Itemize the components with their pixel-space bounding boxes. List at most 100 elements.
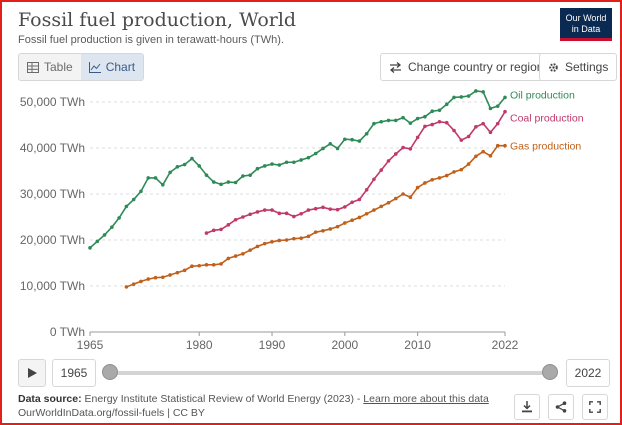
- data-point: [343, 205, 347, 209]
- data-point: [110, 225, 114, 229]
- chart-subtitle: Fossil fuel production is given in teraw…: [18, 34, 284, 46]
- play-button[interactable]: [18, 359, 46, 387]
- data-point: [437, 176, 442, 180]
- data-point: [313, 230, 318, 234]
- change-region-button[interactable]: Change country or region: [380, 53, 553, 81]
- data-point: [437, 119, 442, 124]
- data-point: [430, 177, 434, 182]
- data-point: [393, 152, 398, 156]
- y-tick-label: 10,000 TWh: [20, 279, 85, 293]
- x-tick-label: 1965: [77, 338, 104, 352]
- timeline-controls: 1965 2022: [18, 358, 610, 388]
- source-label: Data source:: [18, 393, 82, 405]
- share-icon: [555, 401, 567, 413]
- data-point: [350, 218, 354, 223]
- data-point: [262, 164, 267, 168]
- data-point: [175, 270, 180, 275]
- data-point: [488, 106, 493, 111]
- data-point: [503, 143, 507, 148]
- data-point: [364, 211, 369, 216]
- data-point: [292, 160, 296, 165]
- download-icon: [522, 401, 532, 413]
- data-point: [430, 109, 434, 113]
- data-point: [393, 118, 398, 123]
- data-point: [197, 164, 202, 168]
- data-point: [306, 234, 311, 239]
- learn-more-link[interactable]: Learn more about this data: [363, 393, 489, 405]
- data-point: [343, 137, 347, 142]
- y-tick-label: 40,000 TWh: [20, 141, 85, 155]
- table-icon: [27, 61, 39, 73]
- settings-label: Settings: [565, 60, 609, 74]
- data-point: [168, 170, 172, 175]
- data-point: [350, 137, 354, 142]
- tab-table[interactable]: Table: [19, 54, 81, 80]
- data-point: [444, 102, 449, 107]
- data-point: [444, 173, 449, 178]
- data-point: [153, 176, 158, 180]
- data-point: [306, 155, 311, 160]
- settings-button[interactable]: Settings: [539, 53, 618, 81]
- data-point: [292, 236, 296, 241]
- end-year-box[interactable]: 2022: [566, 359, 610, 387]
- data-point: [255, 210, 260, 214]
- data-point: [299, 158, 303, 162]
- data-point: [335, 224, 340, 229]
- chart-title: Fossil fuel production, World: [18, 9, 297, 31]
- data-point: [299, 236, 303, 240]
- data-point: [386, 118, 391, 123]
- data-point: [408, 195, 413, 200]
- data-point: [219, 227, 223, 232]
- data-point: [372, 121, 376, 126]
- data-point: [161, 275, 165, 280]
- data-point: [88, 246, 92, 250]
- data-point: [350, 200, 354, 205]
- data-point: [241, 215, 245, 219]
- data-point: [423, 124, 427, 129]
- fullscreen-button[interactable]: [582, 394, 608, 420]
- start-year-handle[interactable]: [102, 364, 118, 380]
- data-point: [357, 215, 362, 220]
- data-point: [495, 104, 500, 108]
- owid-logo[interactable]: Our World in Data: [560, 8, 612, 41]
- data-point: [306, 208, 311, 212]
- x-tick-label: 1980: [186, 338, 213, 352]
- data-point: [372, 208, 376, 212]
- data-point: [182, 268, 187, 273]
- tab-chart-label: Chart: [105, 60, 136, 74]
- download-button[interactable]: [514, 394, 540, 420]
- end-year-handle[interactable]: [542, 364, 558, 380]
- data-point: [401, 115, 405, 120]
- data-point: [204, 173, 209, 177]
- series-line: [126, 144, 505, 288]
- data-point: [117, 216, 121, 220]
- share-button[interactable]: [548, 394, 574, 420]
- swap-icon: [389, 61, 402, 73]
- data-point: [299, 211, 303, 216]
- data-point: [139, 189, 143, 194]
- timeline-track[interactable]: [110, 371, 550, 375]
- data-point: [131, 197, 136, 202]
- data-point: [474, 89, 478, 93]
- data-point: [277, 211, 282, 216]
- data-point: [401, 145, 405, 150]
- y-tick-label: 20,000 TWh: [20, 233, 85, 247]
- data-point: [219, 182, 223, 187]
- tab-chart[interactable]: Chart: [80, 54, 144, 80]
- data-point: [321, 146, 325, 151]
- data-point: [335, 207, 340, 212]
- data-point: [423, 114, 427, 119]
- data-point: [452, 95, 456, 100]
- data-point: [204, 263, 209, 267]
- data-point: [481, 149, 485, 154]
- source-text: Energy Institute Statistical Review of W…: [84, 393, 361, 405]
- fullscreen-icon: [589, 401, 601, 413]
- data-point: [292, 214, 296, 219]
- data-point: [430, 122, 434, 127]
- series-label: Coal production: [510, 113, 584, 125]
- data-point: [204, 231, 209, 235]
- data-point: [233, 180, 238, 185]
- play-icon: [27, 368, 37, 378]
- start-year-box[interactable]: 1965: [52, 359, 96, 387]
